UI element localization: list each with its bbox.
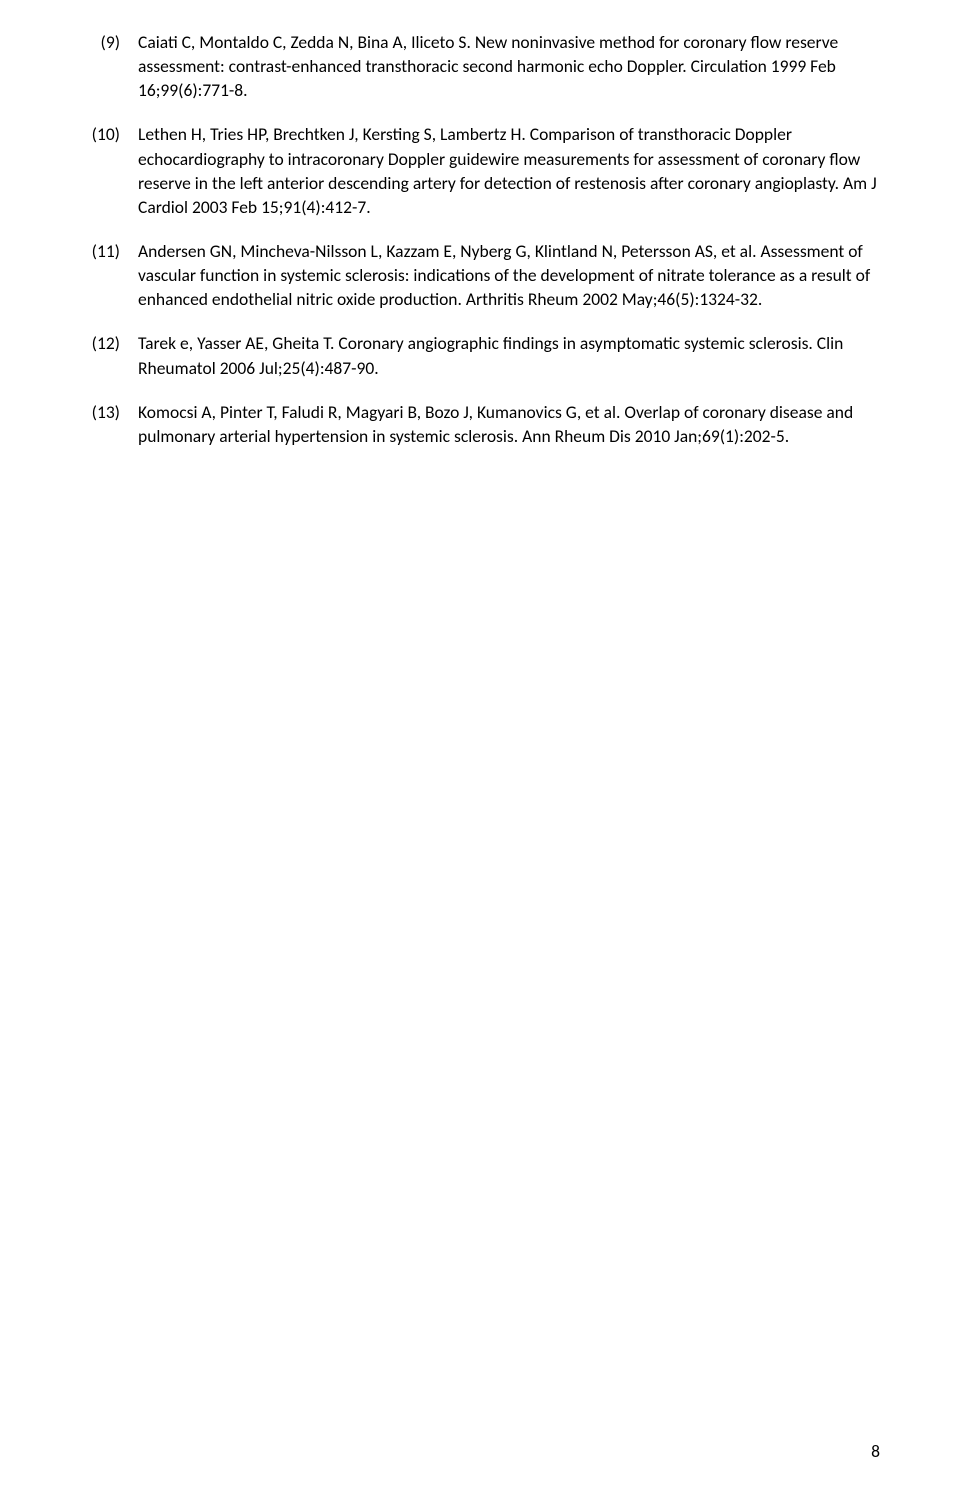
reference-text: Lethen H, Tries HP, Brechtken J, Kerstin… (138, 122, 880, 219)
reference-number: (9) (80, 30, 138, 102)
reference-text: Caiati C, Montaldo C, Zedda N, Bina A, I… (138, 30, 880, 102)
reference-text: Komocsi A, Pinter T, Faludi R, Magyari B… (138, 400, 880, 448)
reference-number: (11) (80, 239, 138, 311)
reference-item: (11) Andersen GN, Mincheva-Nilsson L, Ka… (80, 239, 880, 311)
reference-number: (12) (80, 331, 138, 379)
reference-number: (10) (80, 122, 138, 219)
reference-item: (13) Komocsi A, Pinter T, Faludi R, Magy… (80, 400, 880, 448)
reference-item: (12) Tarek e, Yasser AE, Gheita T. Coron… (80, 331, 880, 379)
page-number: 8 (871, 1440, 880, 1462)
reference-text: Andersen GN, Mincheva-Nilsson L, Kazzam … (138, 239, 880, 311)
reference-number: (13) (80, 400, 138, 448)
reference-list: (9) Caiati C, Montaldo C, Zedda N, Bina … (80, 30, 880, 448)
reference-item: (9) Caiati C, Montaldo C, Zedda N, Bina … (80, 30, 880, 102)
reference-item: (10) Lethen H, Tries HP, Brechtken J, Ke… (80, 122, 880, 219)
reference-text: Tarek e, Yasser AE, Gheita T. Coronary a… (138, 331, 880, 379)
